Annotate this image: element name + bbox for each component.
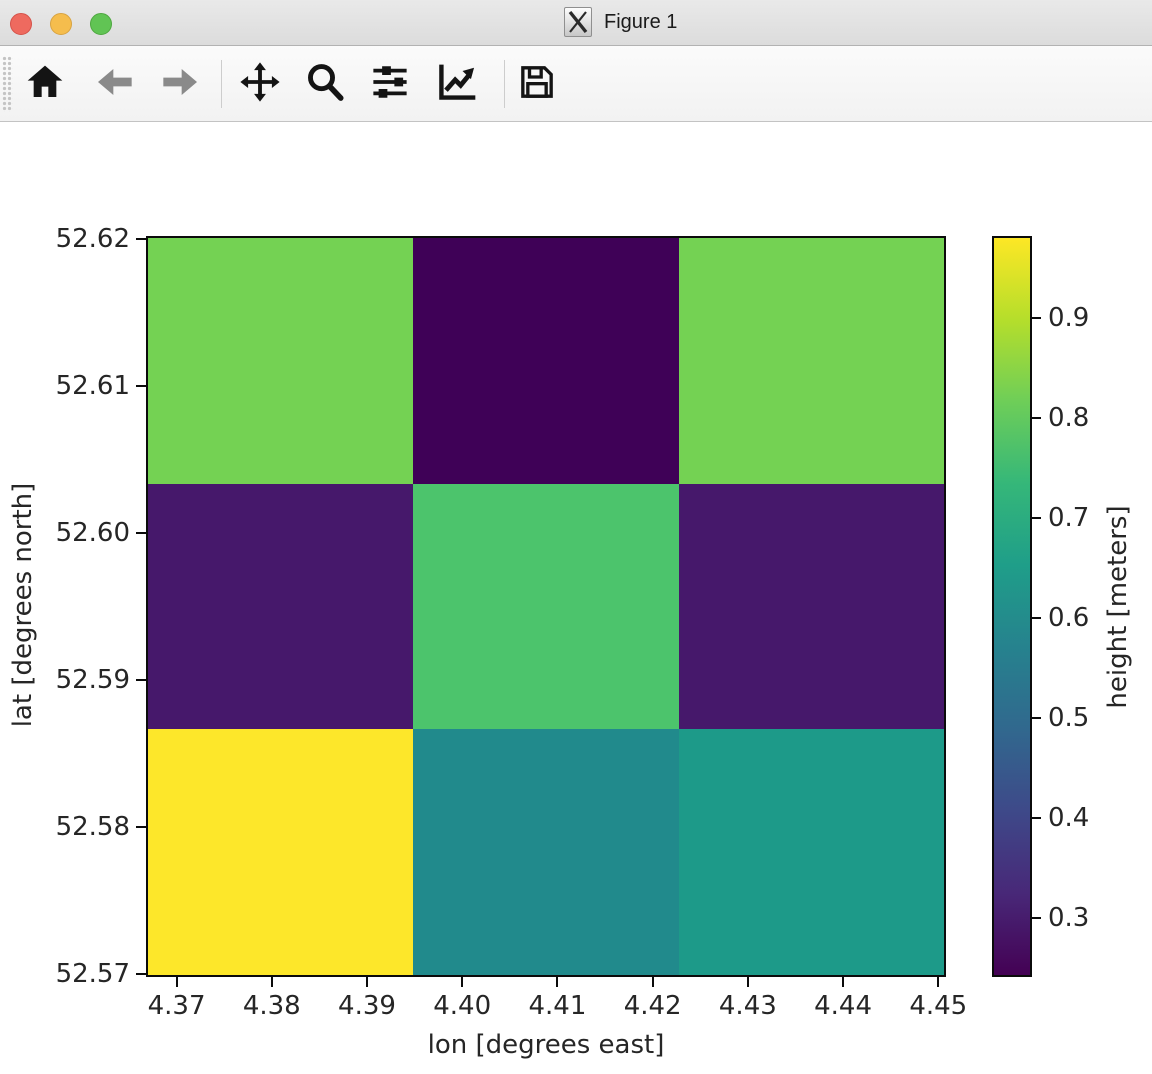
x-tick xyxy=(937,977,940,987)
x-tick xyxy=(746,977,749,987)
colorbar-tick xyxy=(1032,617,1041,619)
colorbar-tick-label: 0.7 xyxy=(1048,503,1090,533)
toolbar-separator xyxy=(221,59,222,108)
heatmap-cell-r1c2 xyxy=(678,483,944,730)
sliders-icon xyxy=(369,61,411,106)
y-tick-label: 52.59 xyxy=(55,664,130,695)
heatmap-cell-r0c0 xyxy=(148,238,414,484)
home-button[interactable] xyxy=(17,52,73,116)
y-tick xyxy=(136,678,146,681)
plot-area[interactable] xyxy=(146,236,946,977)
colorbar-tick-label: 0.9 xyxy=(1048,303,1090,333)
y-tick-label: 52.61 xyxy=(55,371,130,402)
x-tick-label: 4.41 xyxy=(528,991,587,1021)
heatmap-cell-r1c1 xyxy=(413,483,679,730)
configure-subplots-button[interactable] xyxy=(362,52,418,116)
customize-button[interactable] xyxy=(429,52,485,116)
colorbar-tick xyxy=(1032,417,1041,419)
forward-button[interactable] xyxy=(152,52,208,116)
x-tick xyxy=(270,977,273,987)
close-button[interactable] xyxy=(10,13,32,35)
floppy-disk-icon xyxy=(517,62,557,105)
x-tick-label: 4.37 xyxy=(147,991,206,1021)
x-tick xyxy=(175,977,178,987)
x-tick-label: 4.44 xyxy=(814,991,872,1021)
y-tick-label: 52.57 xyxy=(55,958,130,989)
colorbar-tick-label: 0.6 xyxy=(1048,603,1090,633)
x-tick xyxy=(842,977,845,987)
colorbar xyxy=(992,236,1032,977)
x-tick xyxy=(461,977,464,987)
heatmap-cell-r0c2 xyxy=(678,238,944,484)
heatmap-cell-r2c2 xyxy=(678,729,944,975)
x-tick-label: 4.38 xyxy=(242,991,301,1021)
window-title-group: Figure 1 xyxy=(564,7,677,37)
y-tick-label: 52.60 xyxy=(55,518,130,549)
zoom-rect-button[interactable] xyxy=(297,52,353,116)
window-title: Figure 1 xyxy=(604,11,678,33)
colorbar-tick xyxy=(1032,317,1041,319)
back-button[interactable] xyxy=(87,52,143,116)
line-chart-icon xyxy=(435,60,479,107)
magnifier-icon xyxy=(304,61,346,106)
x-tick xyxy=(556,977,559,987)
colorbar-tick xyxy=(1032,817,1041,819)
heatmap-cell-r0c1 xyxy=(413,238,679,484)
toolbar-grip[interactable] xyxy=(2,56,13,112)
x-tick-label: 4.40 xyxy=(433,991,492,1021)
y-tick-label: 52.58 xyxy=(55,811,130,842)
x-tick-label: 4.39 xyxy=(338,991,396,1021)
pan-move-icon xyxy=(239,61,281,106)
forward-arrow-icon xyxy=(160,62,200,105)
colorbar-tick-label: 0.5 xyxy=(1048,703,1090,733)
heatmap-cell-r2c0 xyxy=(148,729,414,975)
save-button[interactable] xyxy=(509,52,565,116)
colorbar-tick xyxy=(1032,917,1041,919)
colorbar-tick-label: 0.3 xyxy=(1048,903,1090,933)
y-tick xyxy=(136,532,146,535)
y-tick xyxy=(136,972,146,975)
traffic-lights xyxy=(10,13,112,35)
back-arrow-icon xyxy=(95,62,135,105)
x11-icon xyxy=(564,7,592,37)
y-tick xyxy=(136,825,146,828)
colorbar-tick xyxy=(1032,517,1041,519)
y-tick-label: 52.62 xyxy=(55,224,130,255)
figure-canvas[interactable]: lon [degrees east] lat [degrees north] h… xyxy=(0,122,1152,1074)
x-axis-label: lon [degrees east] xyxy=(427,1030,665,1060)
x-tick xyxy=(365,977,368,987)
minimize-button[interactable] xyxy=(50,13,72,35)
y-tick xyxy=(136,238,146,241)
window-titlebar: Figure 1 xyxy=(0,0,1152,46)
x-tick-label: 4.43 xyxy=(718,991,777,1021)
pan-button[interactable] xyxy=(232,52,288,116)
home-icon xyxy=(25,62,65,105)
heatmap-cell-r2c1 xyxy=(413,729,679,975)
colorbar-tick-label: 0.4 xyxy=(1048,803,1090,833)
x-tick-label: 4.42 xyxy=(623,991,682,1021)
colorbar-tick xyxy=(1032,717,1041,719)
navigation-toolbar xyxy=(0,46,1152,122)
heatmap-cell-r1c0 xyxy=(148,483,414,730)
x-tick-label: 4.45 xyxy=(909,991,968,1021)
x-tick xyxy=(651,977,654,987)
zoom-window-button[interactable] xyxy=(90,13,112,35)
colorbar-tick-label: 0.8 xyxy=(1048,403,1090,433)
toolbar-separator xyxy=(504,59,505,108)
y-tick xyxy=(136,385,146,388)
